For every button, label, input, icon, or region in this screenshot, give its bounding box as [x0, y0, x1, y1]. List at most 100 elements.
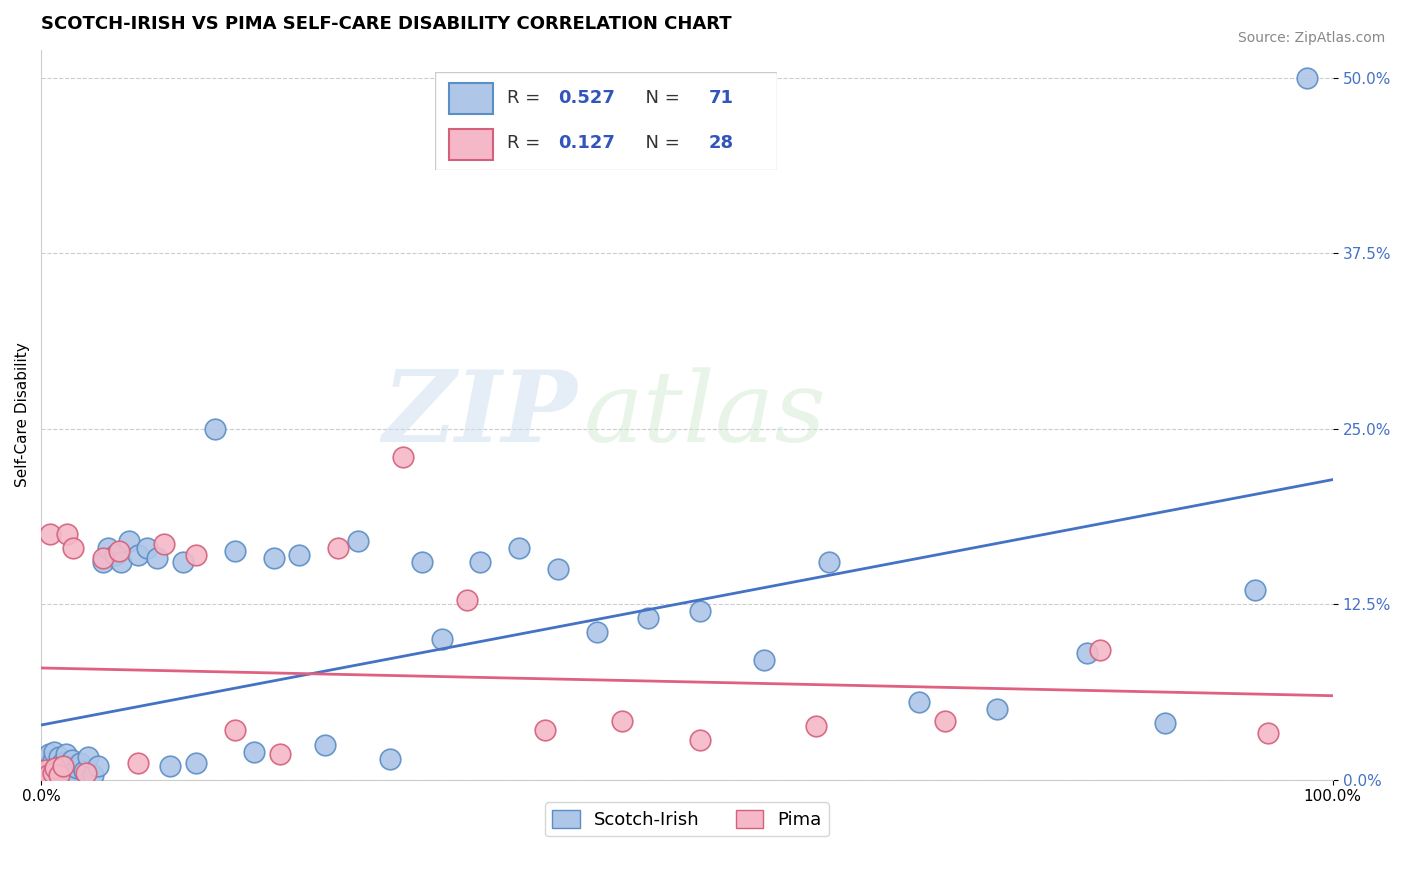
Point: [754, 653, 776, 667]
Point: [45, 758, 67, 772]
Point: [91, 555, 114, 569]
Point: [37, 758, 59, 772]
Point: [66, 761, 89, 775]
Point: [34, 763, 56, 777]
Point: [42, 745, 65, 759]
Point: [534, 723, 557, 738]
Point: [31, 768, 53, 782]
Point: [60, 753, 83, 767]
Point: [87, 758, 110, 772]
Point: [986, 702, 1008, 716]
Point: [48, 750, 70, 764]
Point: [110, 555, 132, 569]
Point: [391, 450, 413, 464]
Point: [1296, 70, 1319, 85]
Point: [243, 745, 266, 759]
Point: [934, 714, 956, 728]
Point: [288, 548, 311, 562]
Point: [637, 611, 659, 625]
Point: [51, 756, 73, 770]
Text: Source: ZipAtlas.com: Source: ZipAtlas.com: [1237, 31, 1385, 45]
Point: [42, 753, 65, 767]
Point: [804, 719, 827, 733]
Text: SCOTCH-IRISH VS PIMA SELF-CARE DISABILITY CORRELATION CHART: SCOTCH-IRISH VS PIMA SELF-CARE DISABILIT…: [41, 15, 731, 33]
Point: [263, 550, 285, 565]
Point: [612, 714, 634, 728]
Point: [314, 738, 336, 752]
Point: [44, 761, 66, 775]
Point: [56, 765, 79, 780]
Point: [1153, 716, 1175, 731]
Point: [32, 765, 55, 780]
Point: [73, 764, 96, 779]
Point: [75, 765, 97, 780]
Point: [818, 555, 841, 569]
Point: [39, 767, 62, 781]
Point: [118, 534, 141, 549]
Point: [97, 541, 120, 555]
Point: [127, 756, 149, 770]
Point: [328, 541, 350, 555]
Point: [38, 747, 60, 762]
Point: [44, 768, 66, 782]
Legend: Scotch-Irish, Pima: Scotch-Irish, Pima: [546, 803, 828, 837]
Point: [470, 555, 492, 569]
Point: [146, 550, 169, 565]
Point: [55, 747, 77, 762]
Point: [58, 758, 80, 772]
Point: [184, 548, 207, 562]
Point: [34, 756, 56, 770]
Point: [508, 541, 530, 555]
Point: [39, 761, 62, 775]
Point: [37, 768, 59, 782]
Point: [42, 765, 65, 780]
Point: [346, 534, 368, 549]
Point: [32, 768, 55, 782]
Point: [1076, 646, 1098, 660]
Point: [37, 768, 59, 782]
Point: [42, 765, 65, 780]
Point: [91, 550, 114, 565]
Point: [127, 548, 149, 562]
Point: [153, 537, 176, 551]
Point: [1257, 726, 1279, 740]
Point: [204, 422, 226, 436]
Point: [35, 751, 58, 765]
Point: [35, 767, 58, 781]
Point: [547, 562, 569, 576]
Point: [48, 768, 70, 782]
Point: [82, 768, 104, 782]
Point: [585, 625, 607, 640]
Point: [34, 770, 56, 784]
Point: [41, 770, 63, 784]
Point: [52, 758, 75, 772]
Point: [430, 632, 453, 647]
Point: [52, 768, 75, 782]
Point: [32, 761, 55, 775]
Point: [49, 767, 72, 781]
Point: [269, 747, 291, 762]
Point: [107, 544, 129, 558]
Y-axis label: Self-Care Disability: Self-Care Disability: [15, 343, 30, 487]
Point: [62, 541, 84, 555]
Point: [378, 751, 401, 765]
Point: [689, 733, 711, 747]
Point: [159, 758, 181, 772]
Point: [224, 544, 246, 558]
Point: [104, 548, 127, 562]
Point: [456, 593, 478, 607]
Point: [136, 541, 159, 555]
Point: [46, 764, 69, 779]
Point: [38, 764, 60, 779]
Point: [224, 723, 246, 738]
Point: [63, 767, 86, 781]
Point: [76, 750, 98, 764]
Point: [53, 761, 76, 775]
Point: [172, 555, 194, 569]
Text: atlas: atlas: [583, 368, 827, 462]
Point: [39, 527, 62, 541]
Point: [1244, 583, 1267, 598]
Point: [1090, 643, 1112, 657]
Point: [69, 756, 91, 770]
Point: [184, 756, 207, 770]
